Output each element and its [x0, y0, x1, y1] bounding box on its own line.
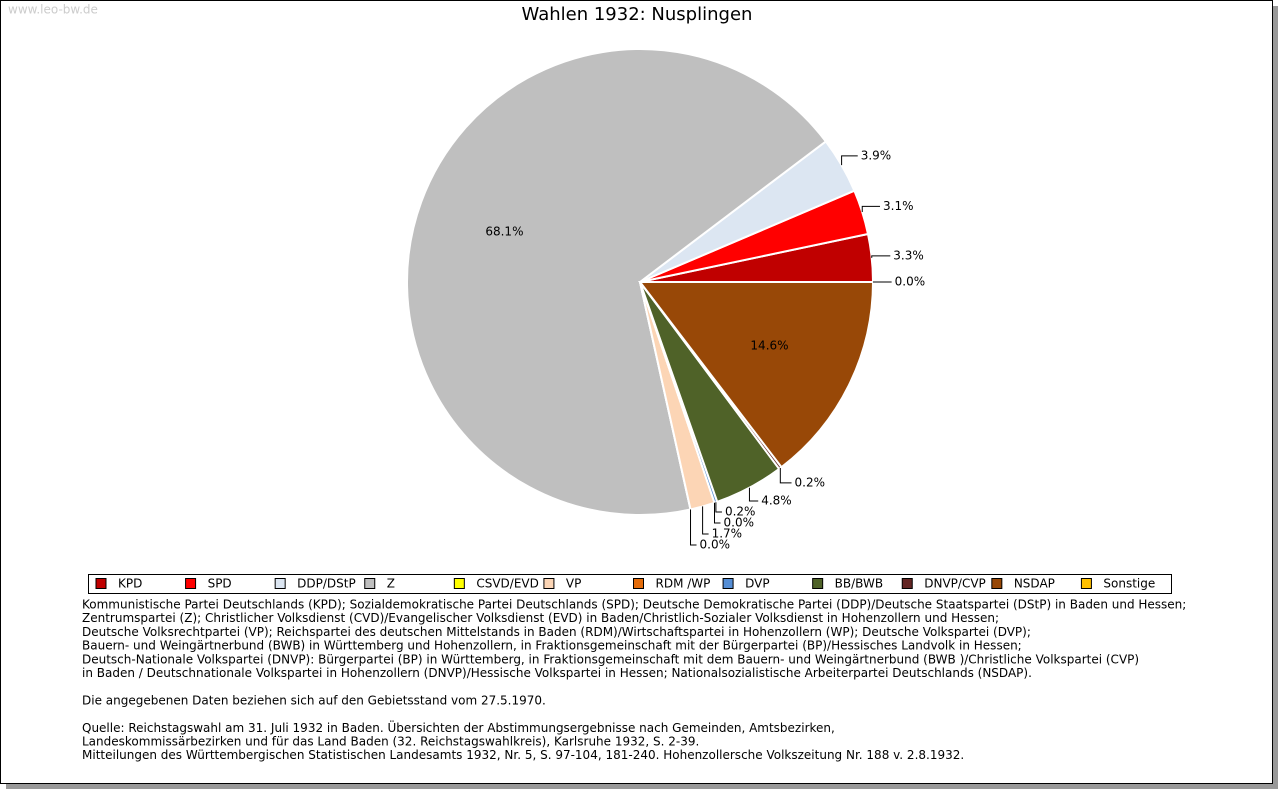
legend-label: DNVP/CVP: [924, 577, 986, 591]
note-line: Zentrumspartei (Z); Christlicher Volksdi…: [82, 611, 999, 625]
pie-slice: [637, 281, 875, 469]
legend-swatch: [453, 578, 465, 589]
legend-swatch: [543, 578, 555, 589]
data-label: 0.2%: [725, 505, 756, 519]
chart-title: Wahlen 1932: Nusplingen: [522, 4, 753, 25]
data-label: 0.0%: [724, 516, 755, 530]
legend-label: Sonstige: [1103, 577, 1155, 591]
legend-label: VP: [566, 577, 581, 591]
watermark: www.leo-bw.de: [8, 3, 98, 17]
leader-line: [702, 506, 709, 535]
note-line: Mitteilungen des Württembergischen Stati…: [82, 748, 964, 762]
legend-label: Z: [387, 577, 395, 591]
data-label: 4.8%: [761, 494, 792, 508]
legend-label: DVP: [745, 577, 769, 591]
legend-label: RDM /WP: [656, 577, 711, 591]
legend-swatch: [1080, 578, 1092, 589]
note-line: Die angegebenen Daten beziehen sich auf …: [82, 693, 546, 707]
legend-swatch: [185, 578, 197, 589]
legend-label: NSDAP: [1014, 577, 1055, 591]
legend-swatch: [901, 578, 913, 589]
legend-label: DDP/DStP: [297, 577, 356, 591]
leader-line: [779, 468, 792, 484]
legend-label: BB/BWB: [835, 577, 883, 591]
note-line: Deutsche Volksrechtpartei (VP); Reichspa…: [82, 625, 1031, 639]
data-label: 3.3%: [893, 248, 924, 262]
legend-swatch: [722, 578, 734, 589]
leader-line: [871, 255, 891, 258]
data-label: 0.0%: [700, 538, 731, 552]
note-line: Landeskommissärbezirken und für das Land…: [82, 735, 699, 749]
legend-swatch: [274, 578, 286, 589]
legend-swatch: [812, 578, 824, 589]
legend-label: SPD: [208, 577, 232, 591]
leader-line: [861, 205, 881, 213]
leader-line: [841, 155, 858, 166]
leader-line: [748, 487, 759, 502]
legend-swatch: [633, 578, 644, 589]
legend-label: CSVD/EVD: [476, 577, 539, 591]
legend-label: KPD: [118, 577, 142, 591]
legend-swatch: [95, 578, 107, 589]
pie-slice: [406, 48, 828, 516]
note-line: in Baden / Deutschnationale Volkspartei …: [82, 666, 1032, 680]
legend-swatch: [991, 578, 1003, 589]
data-label: 1.7%: [712, 527, 743, 541]
note-line: Quelle: Reichstagswahl am 31. Juli 1932 …: [82, 719, 835, 735]
legend-swatch: [364, 578, 376, 589]
data-label: 3.9%: [861, 148, 892, 162]
data-label: 0.0%: [895, 275, 926, 289]
legend-box: [88, 574, 1172, 594]
data-label: 0.2%: [795, 475, 826, 489]
note-line: Bauern- und Weingärtnerbund (BWB) in Wür…: [82, 639, 1022, 653]
note-line: Deutsch-Nationale Volkspartei (DNVP): Bü…: [82, 652, 1139, 666]
leader-line: [715, 502, 722, 513]
leader-line: [690, 509, 697, 546]
data-label: 3.1%: [883, 199, 914, 213]
data-label: 68.1%: [485, 225, 523, 239]
leader-line: [714, 502, 721, 524]
note-line: Kommunistische Partei Deutschlands (KPD)…: [82, 598, 1186, 612]
data-label: 14.6%: [750, 339, 788, 353]
